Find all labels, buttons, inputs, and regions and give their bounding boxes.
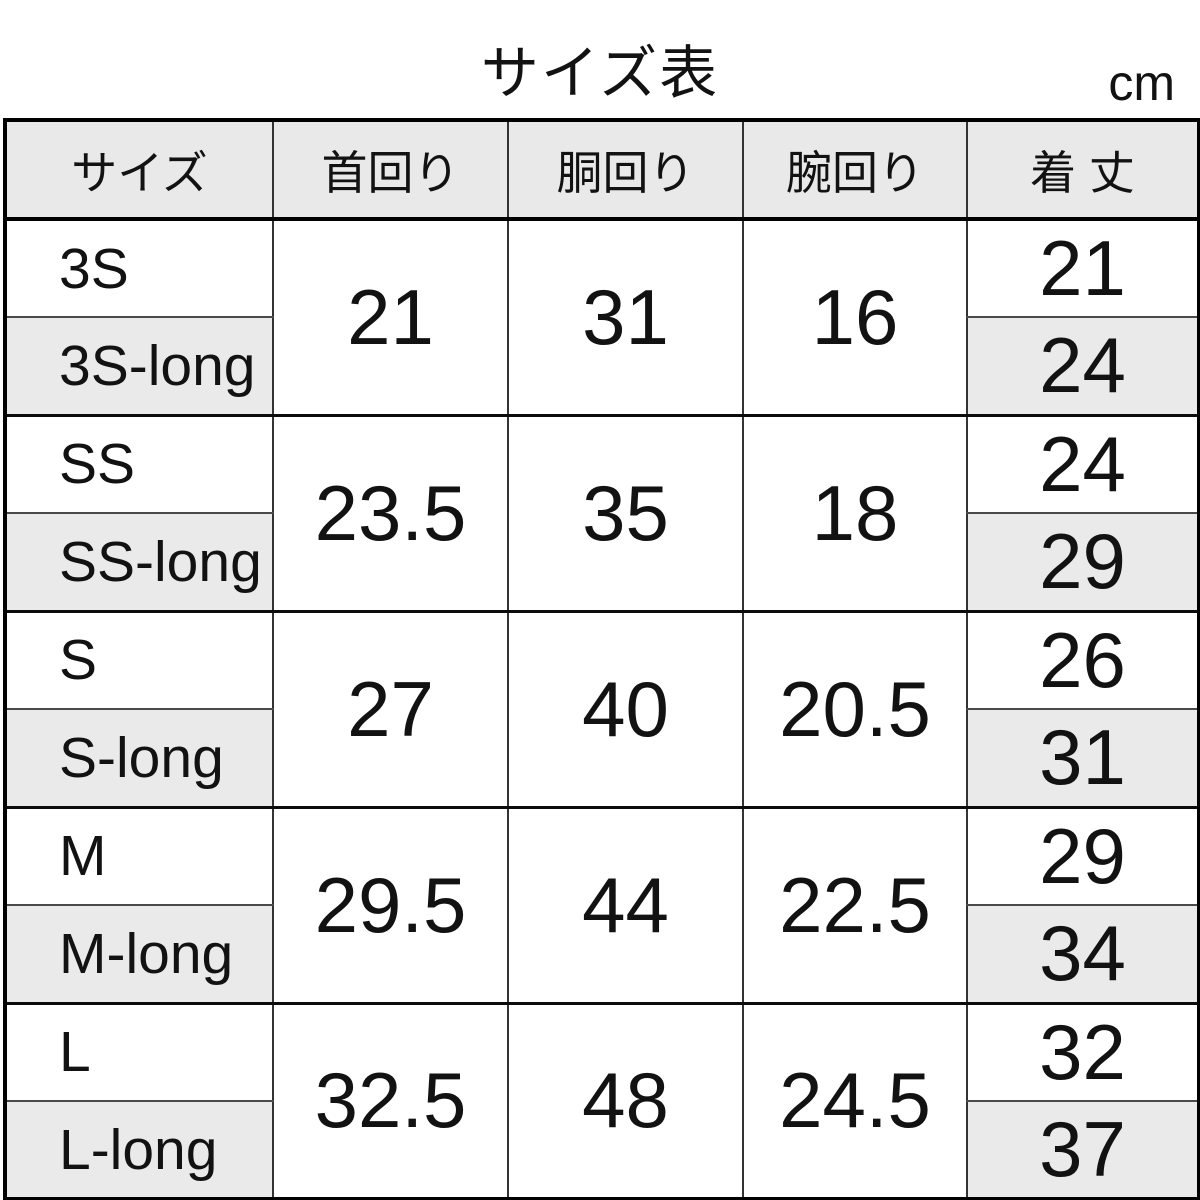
table-row-long: M-long 34 [4,905,1199,1003]
unit-label: cm [1108,55,1175,111]
size-long-cell: M-long [4,905,273,1003]
table-row: 3S 21 31 16 21 [4,217,1199,415]
header-length: 着 丈 [966,120,1199,221]
neck-value-cell: 21 [272,217,508,415]
table-row-long: S-long 31 [4,709,1199,807]
size-cell: SS [4,413,273,514]
size-long-cell: L-long [4,1101,273,1199]
size-long-cell: SS-long [4,513,273,611]
length-long-value-cell: 37 [966,1101,1199,1199]
table-row: M 29.5 44 22.5 29 [4,805,1199,1003]
arm-value-cell: 16 [742,217,967,415]
page-title: サイズ表 [480,41,720,106]
size-long-cell: S-long [4,709,273,807]
size-cell: M [4,805,273,906]
size-cell: L [4,1001,273,1102]
length-value-cell: 32 [966,1001,1199,1102]
neck-value-cell: 29.5 [272,805,508,1003]
table-row: S 27 40 20.5 26 [4,609,1199,807]
header-arm: 腕回り [742,120,967,221]
size-long-cell: 3S-long [4,317,273,415]
length-long-value-cell: 29 [966,513,1199,611]
length-value-cell: 29 [966,805,1199,906]
length-long-value-cell: 24 [966,317,1199,415]
length-long-value-cell: 31 [966,709,1199,807]
table-row: L 32.5 48 24.5 32 [4,1001,1199,1199]
neck-value-cell: 27 [272,609,508,807]
size-cell: 3S [4,217,273,318]
table-row-long: SS-long 29 [4,513,1199,611]
table-row: SS 23.5 35 18 24 [4,413,1199,611]
length-value-cell: 21 [966,217,1199,318]
header-size: サイズ [4,120,273,221]
arm-value-cell: 20.5 [742,609,967,807]
neck-value-cell: 32.5 [272,1001,508,1199]
size-cell: S [4,609,273,710]
header-girth: 胴回り [507,120,743,221]
arm-value-cell: 18 [742,413,967,611]
table-row-long: 3S-long 24 [4,317,1199,415]
girth-value-cell: 31 [507,217,743,415]
girth-value-cell: 35 [507,413,743,611]
length-value-cell: 24 [966,413,1199,514]
girth-value-cell: 48 [507,1001,743,1199]
girth-value-cell: 44 [507,805,743,1003]
size-table-container: サイズ 首回り 胴回り 腕回り 着 丈 3S 21 31 16 21 3S-lo… [3,118,1200,1200]
neck-value-cell: 23.5 [272,413,508,611]
length-value-cell: 26 [966,609,1199,710]
size-table: サイズ 首回り 胴回り 腕回り 着 丈 3S 21 31 16 21 3S-lo… [3,118,1200,1200]
header-row: サイズ 首回り 胴回り 腕回り 着 丈 [4,120,1199,221]
arm-value-cell: 24.5 [742,1001,967,1199]
arm-value-cell: 22.5 [742,805,967,1003]
length-long-value-cell: 34 [966,905,1199,1003]
table-row-long: L-long 37 [4,1101,1199,1199]
header-neck: 首回り [272,120,508,221]
girth-value-cell: 40 [507,609,743,807]
